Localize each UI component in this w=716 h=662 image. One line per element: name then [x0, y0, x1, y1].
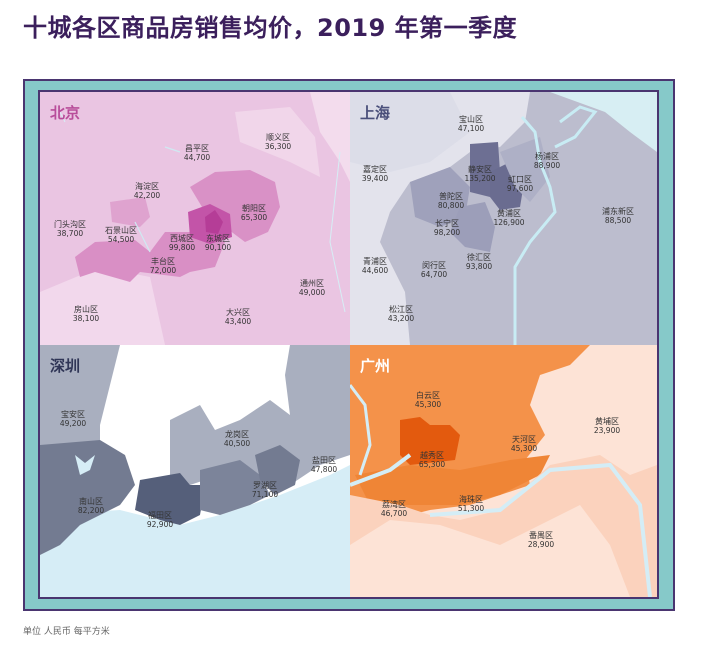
- district-label: 海淀区 42,200: [133, 182, 161, 200]
- district-label: 嘉定区 39,400: [361, 165, 389, 183]
- map-grid: 北京 昌平区 44,700 顺义区 36,300 海淀区 42,200 门头沟区 38,…: [38, 90, 659, 599]
- district-label: 虹口区 97,600: [506, 175, 534, 193]
- district-label: 番禺区 28,900: [527, 531, 555, 549]
- shanghai-map: 上海 宝山区 47,100 嘉定区 39,400 静安区 135,200 杨浦区 88,…: [350, 92, 657, 345]
- guangzhou-shapes: [350, 345, 657, 597]
- city-label-guangzhou: 广州: [360, 357, 391, 375]
- district-label: 白云区 45,300: [414, 391, 442, 409]
- district-label: 房山区 38,100: [72, 305, 100, 323]
- district-label: 普陀区 80,800: [437, 192, 465, 210]
- district-label: 荔湾区 46,700: [380, 500, 408, 518]
- shenzhen-shapes: [40, 345, 350, 597]
- shenzhen-map: 深圳 宝安区 49,200 龙岗区 40,500 盐田区 47,800 罗湖区 71,1…: [40, 345, 350, 597]
- district-label: 徐汇区 93,800: [465, 253, 493, 271]
- district-label: 龙岗区 40,500: [223, 430, 251, 448]
- district-label: 宝山区 47,100: [457, 115, 485, 133]
- map-frame: 北京 昌平区 44,700 顺义区 36,300 海淀区 42,200 门头沟区 38,…: [23, 79, 675, 611]
- district-label: 盐田区 47,800: [310, 456, 338, 474]
- district-label: 通州区 49,000: [298, 279, 326, 297]
- district-label: 东城区 90,100: [204, 234, 232, 252]
- district-label: 青浦区 44,600: [361, 257, 389, 275]
- beijing-map: 北京 昌平区 44,700 顺义区 36,300 海淀区 42,200 门头沟区 38,…: [40, 92, 350, 345]
- guangzhou-map: 广州 白云区 45,300 黄埔区 23,900 天河区 45,300 越秀区 65,3…: [350, 345, 657, 597]
- district-label: 丰台区 72,000: [149, 257, 177, 275]
- unit-footnote: 单位 人民币 每平方米: [23, 627, 110, 637]
- district-label: 大兴区 43,400: [224, 308, 252, 326]
- district-label: 松江区 43,200: [387, 305, 415, 323]
- district-label: 石景山区 54,500: [105, 226, 137, 244]
- district-label: 西城区 99,800: [168, 234, 196, 252]
- district-label: 海珠区 51,300: [457, 495, 485, 513]
- district-label: 门头沟区 38,700: [54, 220, 86, 238]
- district-label: 闵行区 64,700: [420, 261, 448, 279]
- district-label: 浦东新区 88,500: [602, 207, 634, 225]
- district-label: 南山区 82,200: [77, 497, 105, 515]
- city-label-shenzhen: 深圳: [50, 357, 81, 375]
- district-label: 长宁区 98,200: [433, 219, 461, 237]
- district-label: 越秀区 65,300: [418, 451, 446, 469]
- district-label: 宝安区 49,200: [59, 410, 87, 428]
- district-label: 天河区 45,300: [510, 435, 538, 453]
- beijing-shapes: [40, 92, 350, 345]
- district-label: 昌平区 44,700: [183, 144, 211, 162]
- district-label: 罗湖区 71,100: [251, 481, 279, 499]
- district-label: 顺义区 36,300: [264, 133, 292, 151]
- city-label-shanghai: 上海: [360, 104, 391, 122]
- page-title: 十城各区商品房销售均价，2019 年第一季度: [23, 14, 518, 42]
- district-label: 黄浦区 126,900: [493, 209, 525, 227]
- shanghai-shapes: [350, 92, 657, 345]
- district-label: 朝阳区 65,300: [240, 204, 268, 222]
- district-label: 福田区 92,900: [146, 511, 174, 529]
- district-label: 杨浦区 88,900: [533, 152, 561, 170]
- district-label: 静安区 135,200: [464, 165, 496, 183]
- district-label: 黄埔区 23,900: [593, 417, 621, 435]
- city-label-beijing: 北京: [50, 104, 81, 122]
